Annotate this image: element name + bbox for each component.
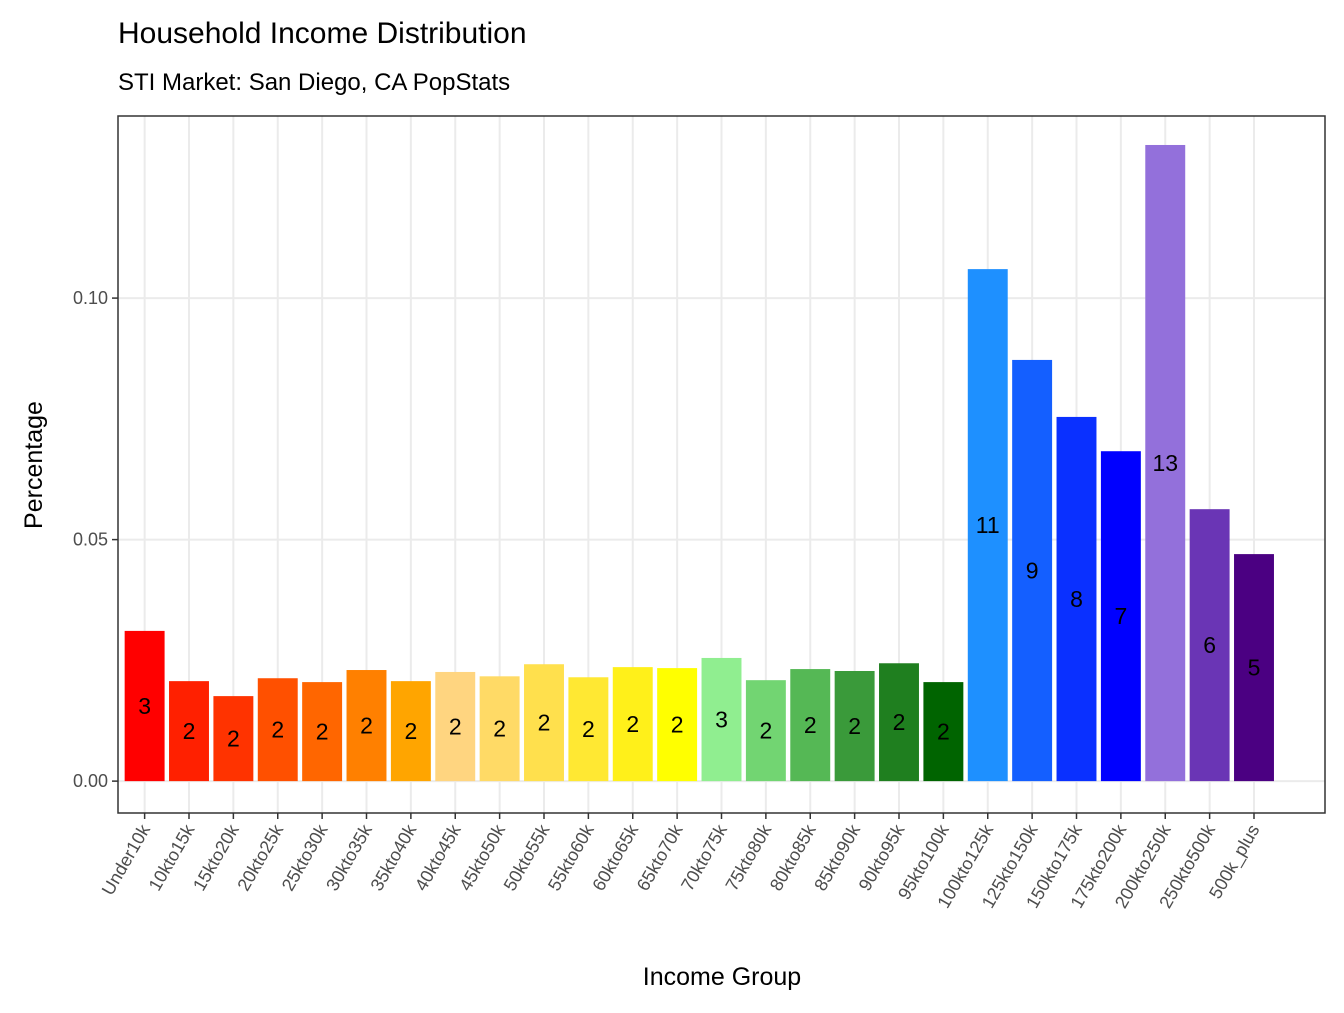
chart-subtitle: STI Market: San Diego, CA PopStats [118, 69, 510, 96]
data-label: 2 [582, 716, 595, 742]
bar [790, 669, 831, 782]
data-label: 2 [893, 709, 906, 735]
data-label: 5 [1248, 655, 1261, 681]
bar [612, 667, 653, 782]
data-label: 2 [804, 712, 817, 738]
data-label: 2 [937, 719, 950, 745]
y-tick-label: 0.00 [73, 771, 108, 791]
bar [390, 681, 431, 782]
bar [257, 678, 298, 782]
bar [346, 670, 387, 782]
data-label: 2 [626, 711, 639, 737]
data-label: 3 [715, 707, 728, 733]
bar [479, 676, 520, 782]
bar [1012, 359, 1053, 782]
data-label: 2 [493, 716, 506, 742]
bar [213, 696, 254, 782]
y-tick-label: 0.10 [73, 288, 108, 308]
y-tick-label: 0.05 [73, 530, 108, 550]
x-axis-title: Income Group [643, 963, 801, 991]
data-label: 2 [271, 717, 284, 743]
data-label: 2 [404, 718, 417, 744]
data-label: 8 [1070, 586, 1083, 612]
bars [124, 144, 1274, 782]
data-label: 6 [1203, 632, 1216, 658]
data-label: 11 [976, 512, 1000, 538]
bar [745, 680, 786, 782]
bar [435, 671, 476, 782]
data-label: 2 [227, 726, 240, 752]
data-label: 2 [449, 714, 462, 740]
data-label: 7 [1114, 603, 1127, 629]
bar [1056, 416, 1097, 782]
y-axis-title: Percentage [20, 401, 48, 529]
data-label: 2 [759, 718, 772, 744]
bar [1189, 509, 1230, 782]
data-label: 2 [360, 713, 373, 739]
data-label: 2 [671, 712, 684, 738]
bar [124, 630, 165, 782]
data-label: 2 [183, 718, 196, 744]
bar [302, 682, 343, 782]
bar [967, 269, 1008, 782]
data-label: 2 [538, 710, 551, 736]
data-label: 2 [316, 719, 329, 745]
bar [834, 670, 875, 782]
labels: 3 2 2 2 2 2 2 2 2 2 2 2 2 3 2 2 2 2 2 11 9 8 7 13 6 5 [138, 450, 1260, 752]
bar [1100, 451, 1141, 782]
bar [657, 668, 698, 782]
data-label: 9 [1026, 558, 1039, 584]
bar [701, 657, 742, 782]
bar [1234, 554, 1274, 782]
data-label: 13 [1152, 450, 1178, 476]
chart-title: Household Income Distribution [118, 17, 527, 50]
bar [923, 682, 964, 782]
panel-border [117, 115, 1326, 814]
data-label: 2 [848, 713, 861, 739]
bar [568, 677, 609, 782]
bar [524, 664, 564, 782]
bar [1145, 144, 1186, 782]
bar [879, 663, 919, 782]
bar [169, 681, 209, 782]
data-label: 3 [138, 693, 151, 719]
